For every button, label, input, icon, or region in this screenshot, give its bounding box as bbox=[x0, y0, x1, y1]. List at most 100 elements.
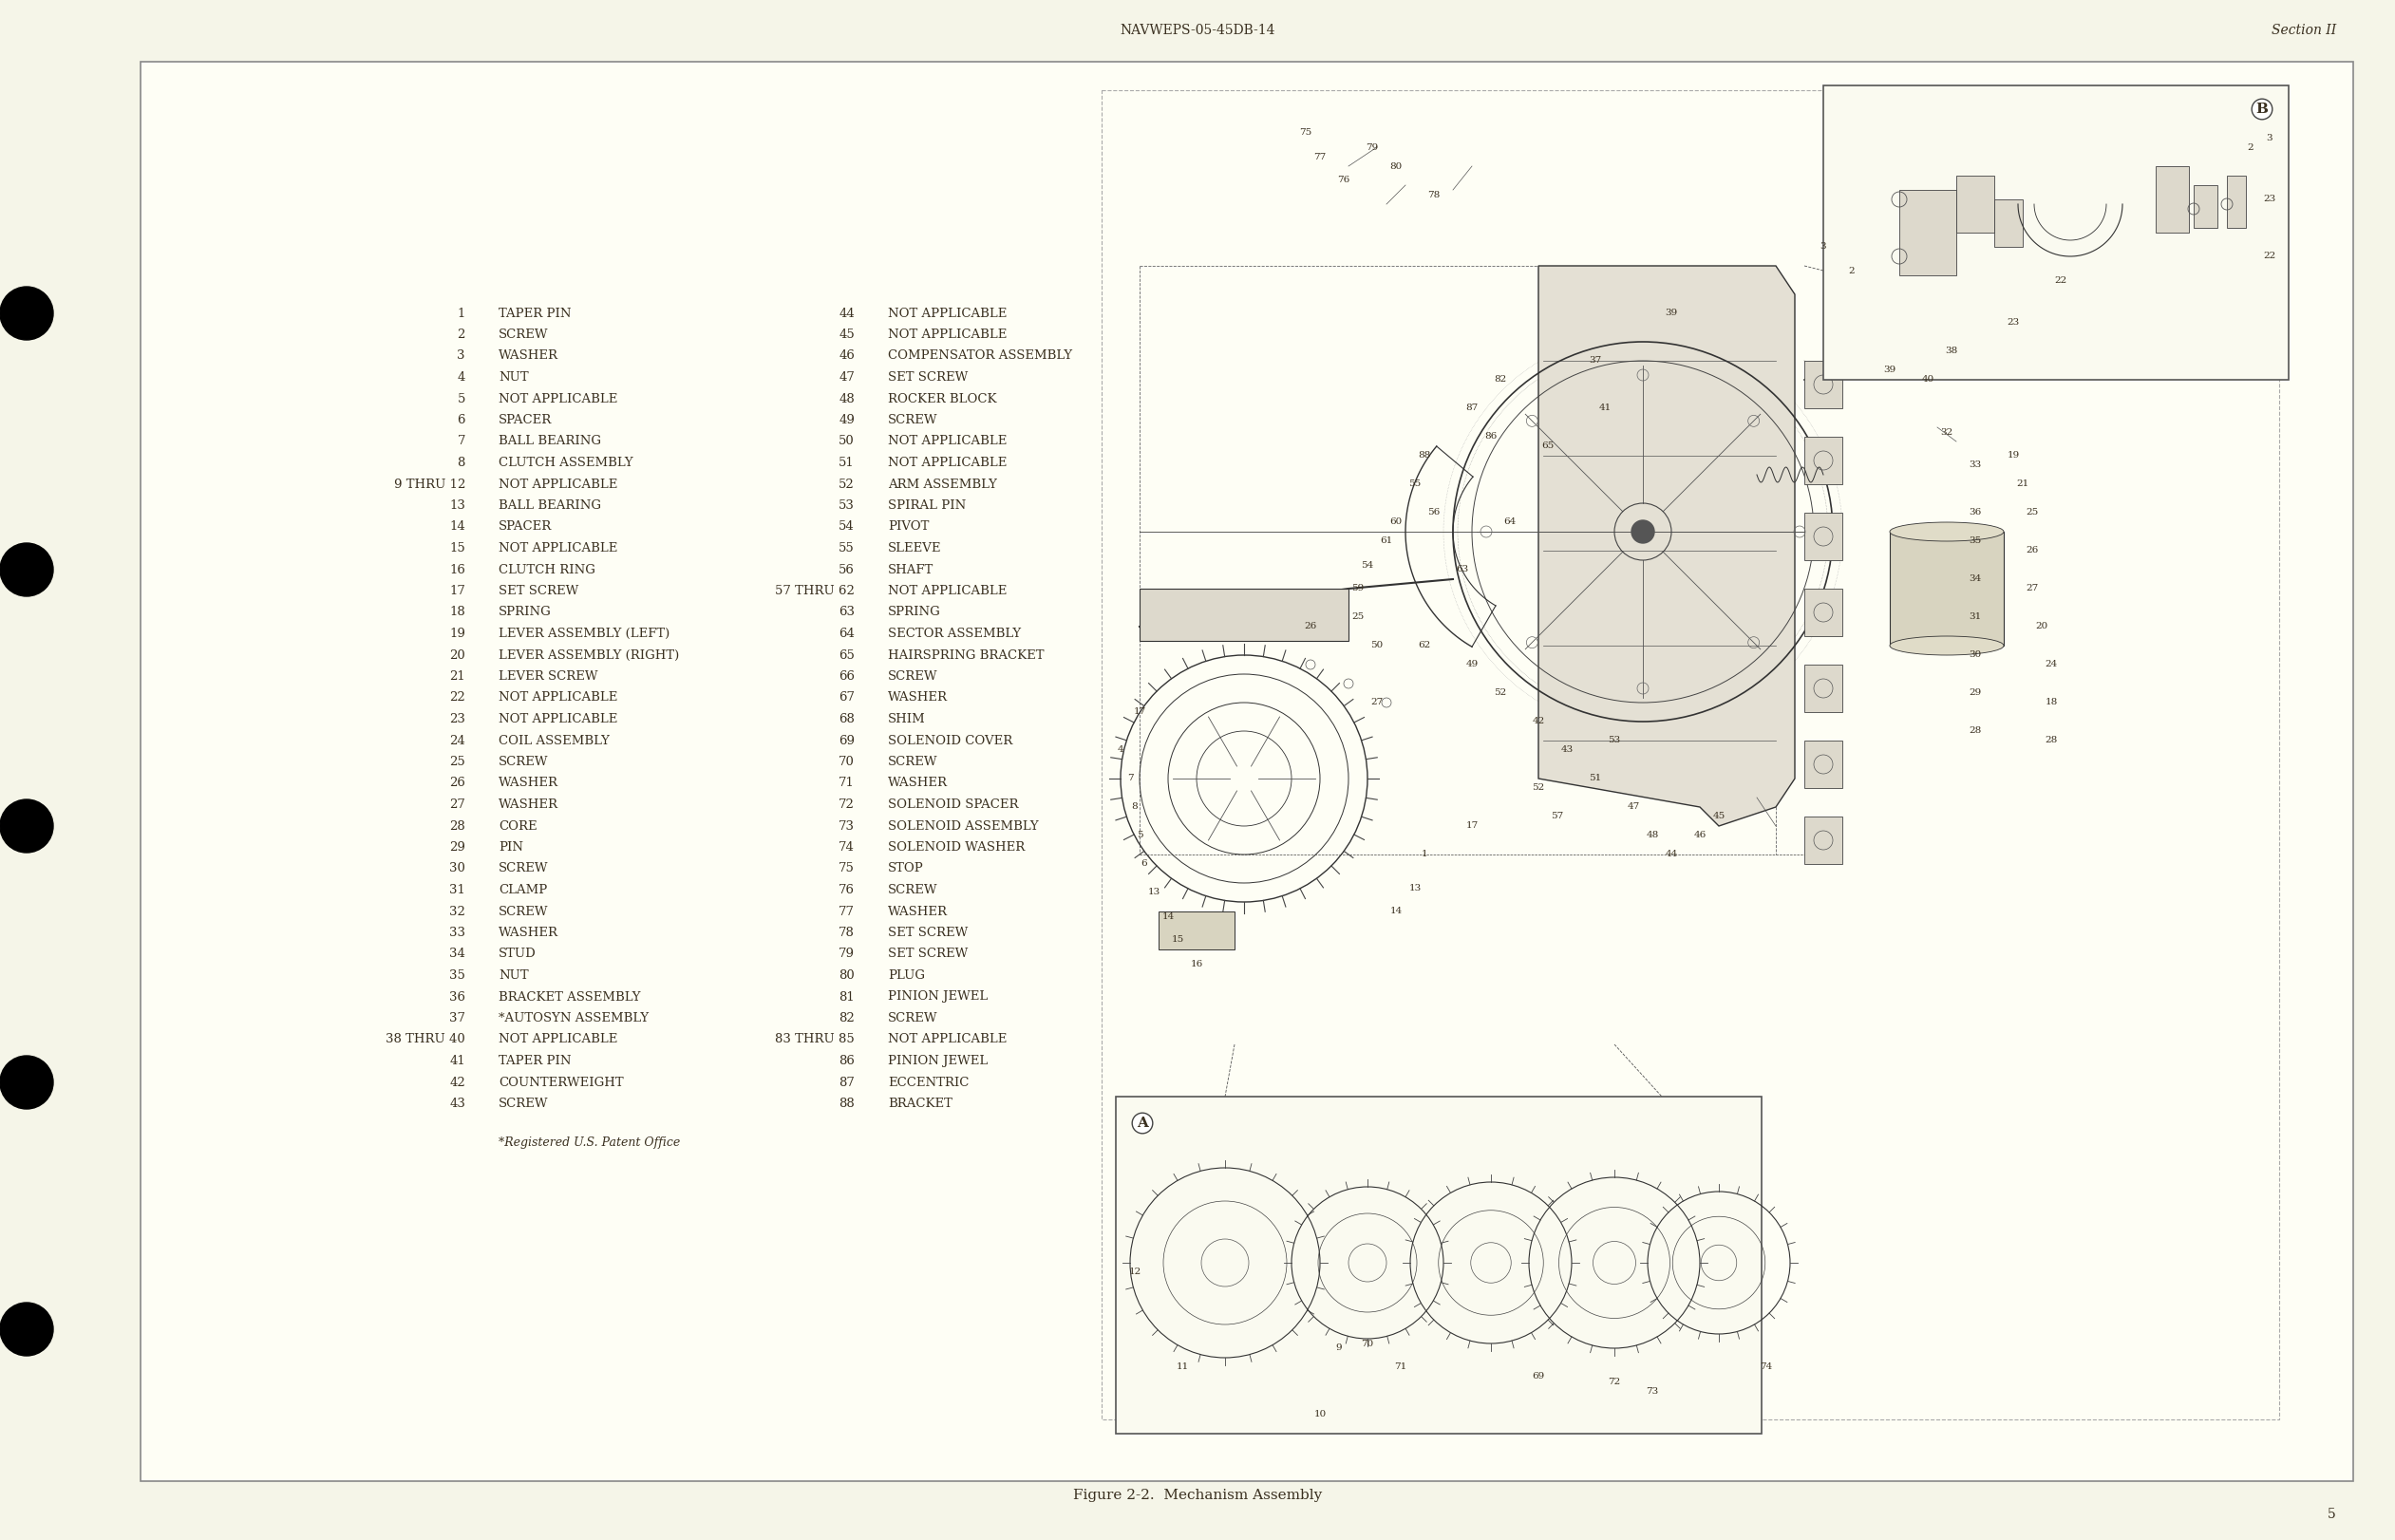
Bar bbox=[1102, 91, 2280, 1420]
Circle shape bbox=[0, 544, 53, 596]
Text: 34: 34 bbox=[450, 949, 465, 961]
Text: 31: 31 bbox=[1969, 613, 1981, 622]
Text: A: A bbox=[1138, 1116, 1147, 1130]
Text: NUT: NUT bbox=[498, 969, 529, 981]
Text: STUD: STUD bbox=[498, 949, 536, 961]
Bar bbox=[1803, 360, 1842, 408]
Text: 39: 39 bbox=[1665, 310, 1676, 317]
Text: 87: 87 bbox=[1466, 403, 1478, 413]
Text: WASHER: WASHER bbox=[889, 691, 948, 704]
Text: SCREW: SCREW bbox=[889, 1012, 939, 1024]
Text: SPACER: SPACER bbox=[498, 521, 551, 533]
Text: 45: 45 bbox=[1712, 812, 1724, 821]
Text: NOT APPLICABLE: NOT APPLICABLE bbox=[889, 436, 1006, 448]
Bar bbox=[2156, 166, 2189, 233]
Text: 45: 45 bbox=[838, 328, 855, 340]
Text: 82: 82 bbox=[1494, 376, 1506, 383]
Text: 8: 8 bbox=[457, 457, 465, 470]
Text: SCREW: SCREW bbox=[498, 328, 548, 340]
Text: COIL ASSEMBLY: COIL ASSEMBLY bbox=[498, 735, 611, 747]
Text: SHAFT: SHAFT bbox=[889, 564, 934, 576]
Text: 87: 87 bbox=[838, 1076, 855, 1089]
Text: 63: 63 bbox=[1456, 565, 1468, 574]
Text: SOLENOID COVER: SOLENOID COVER bbox=[889, 735, 1013, 747]
Text: 44: 44 bbox=[1665, 850, 1676, 859]
Text: 60: 60 bbox=[1389, 517, 1401, 527]
Text: Figure 2-2.  Mechanism Assembly: Figure 2-2. Mechanism Assembly bbox=[1073, 1489, 1322, 1502]
Text: 31: 31 bbox=[450, 884, 465, 896]
Text: 69: 69 bbox=[838, 735, 855, 747]
Text: 7: 7 bbox=[1128, 775, 1133, 782]
Text: 88: 88 bbox=[838, 1098, 855, 1110]
Text: 33: 33 bbox=[450, 927, 465, 939]
Text: TAPER PIN: TAPER PIN bbox=[498, 1055, 572, 1067]
Polygon shape bbox=[1538, 266, 1794, 825]
Text: 26: 26 bbox=[2026, 547, 2038, 554]
Text: 30: 30 bbox=[1969, 651, 1981, 659]
Text: 14: 14 bbox=[1389, 907, 1401, 916]
Text: 80: 80 bbox=[838, 969, 855, 981]
Text: 63: 63 bbox=[838, 607, 855, 619]
Circle shape bbox=[0, 799, 53, 853]
Text: WASHER: WASHER bbox=[498, 778, 558, 790]
Text: 72: 72 bbox=[1607, 1377, 1621, 1386]
Text: SHIM: SHIM bbox=[889, 713, 924, 725]
Text: TAPER PIN: TAPER PIN bbox=[498, 306, 572, 319]
Text: SCREW: SCREW bbox=[498, 1098, 548, 1110]
Bar bbox=[1803, 665, 1842, 711]
Text: 19: 19 bbox=[2007, 451, 2019, 460]
Text: 5: 5 bbox=[1135, 832, 1142, 839]
Text: 16: 16 bbox=[1190, 959, 1202, 969]
Text: SOLENOID SPACER: SOLENOID SPACER bbox=[889, 798, 1018, 812]
Bar bbox=[1803, 741, 1842, 788]
Text: 29: 29 bbox=[450, 841, 465, 853]
Text: 76: 76 bbox=[838, 884, 855, 896]
Bar bbox=[1116, 1096, 1763, 1434]
Text: SCREW: SCREW bbox=[498, 906, 548, 918]
Text: WASHER: WASHER bbox=[498, 927, 558, 939]
Text: NOT APPLICABLE: NOT APPLICABLE bbox=[889, 457, 1006, 470]
Text: 29: 29 bbox=[1969, 688, 1981, 698]
Bar bbox=[1803, 513, 1842, 561]
Text: 70: 70 bbox=[1360, 1340, 1375, 1348]
Text: 36: 36 bbox=[450, 990, 465, 1003]
Text: 13: 13 bbox=[450, 499, 465, 511]
Text: 57: 57 bbox=[1552, 812, 1564, 821]
Text: SCREW: SCREW bbox=[889, 670, 939, 682]
Text: 2: 2 bbox=[1849, 266, 1856, 274]
Bar bbox=[1995, 199, 2024, 246]
Bar bbox=[1957, 176, 1995, 233]
Text: 78: 78 bbox=[838, 927, 855, 939]
Text: 56: 56 bbox=[838, 564, 855, 576]
Text: 40: 40 bbox=[1921, 376, 1935, 383]
Bar bbox=[2194, 185, 2218, 228]
Text: 22: 22 bbox=[2263, 253, 2275, 260]
Text: 27: 27 bbox=[2026, 584, 2038, 593]
Text: 83 THRU 85: 83 THRU 85 bbox=[776, 1033, 855, 1046]
Text: NOT APPLICABLE: NOT APPLICABLE bbox=[889, 585, 1006, 598]
Text: 67: 67 bbox=[838, 691, 855, 704]
Text: 47: 47 bbox=[838, 371, 855, 383]
Text: SET SCREW: SET SCREW bbox=[498, 585, 580, 598]
Text: BRACKET: BRACKET bbox=[889, 1098, 953, 1110]
Text: ECCENTRIC: ECCENTRIC bbox=[889, 1076, 970, 1089]
Text: 4: 4 bbox=[1118, 745, 1123, 755]
Bar bbox=[1803, 437, 1842, 484]
Text: 65: 65 bbox=[838, 648, 855, 661]
Text: 3: 3 bbox=[2266, 134, 2273, 142]
Text: 28: 28 bbox=[450, 819, 465, 832]
Text: LEVER SCREW: LEVER SCREW bbox=[498, 670, 599, 682]
Text: 74: 74 bbox=[1760, 1363, 1772, 1372]
Text: 51: 51 bbox=[838, 457, 855, 470]
Ellipse shape bbox=[1890, 522, 2005, 541]
Text: 52: 52 bbox=[1533, 784, 1545, 792]
Text: BALL BEARING: BALL BEARING bbox=[498, 436, 601, 448]
Text: SCREW: SCREW bbox=[889, 884, 939, 896]
Text: 19: 19 bbox=[450, 628, 465, 641]
Text: 86: 86 bbox=[838, 1055, 855, 1067]
Circle shape bbox=[1631, 521, 1655, 544]
Text: NOT APPLICABLE: NOT APPLICABLE bbox=[498, 1033, 618, 1046]
Text: PLUG: PLUG bbox=[889, 969, 924, 981]
Text: NOT APPLICABLE: NOT APPLICABLE bbox=[889, 306, 1006, 319]
Text: 2: 2 bbox=[457, 328, 465, 340]
